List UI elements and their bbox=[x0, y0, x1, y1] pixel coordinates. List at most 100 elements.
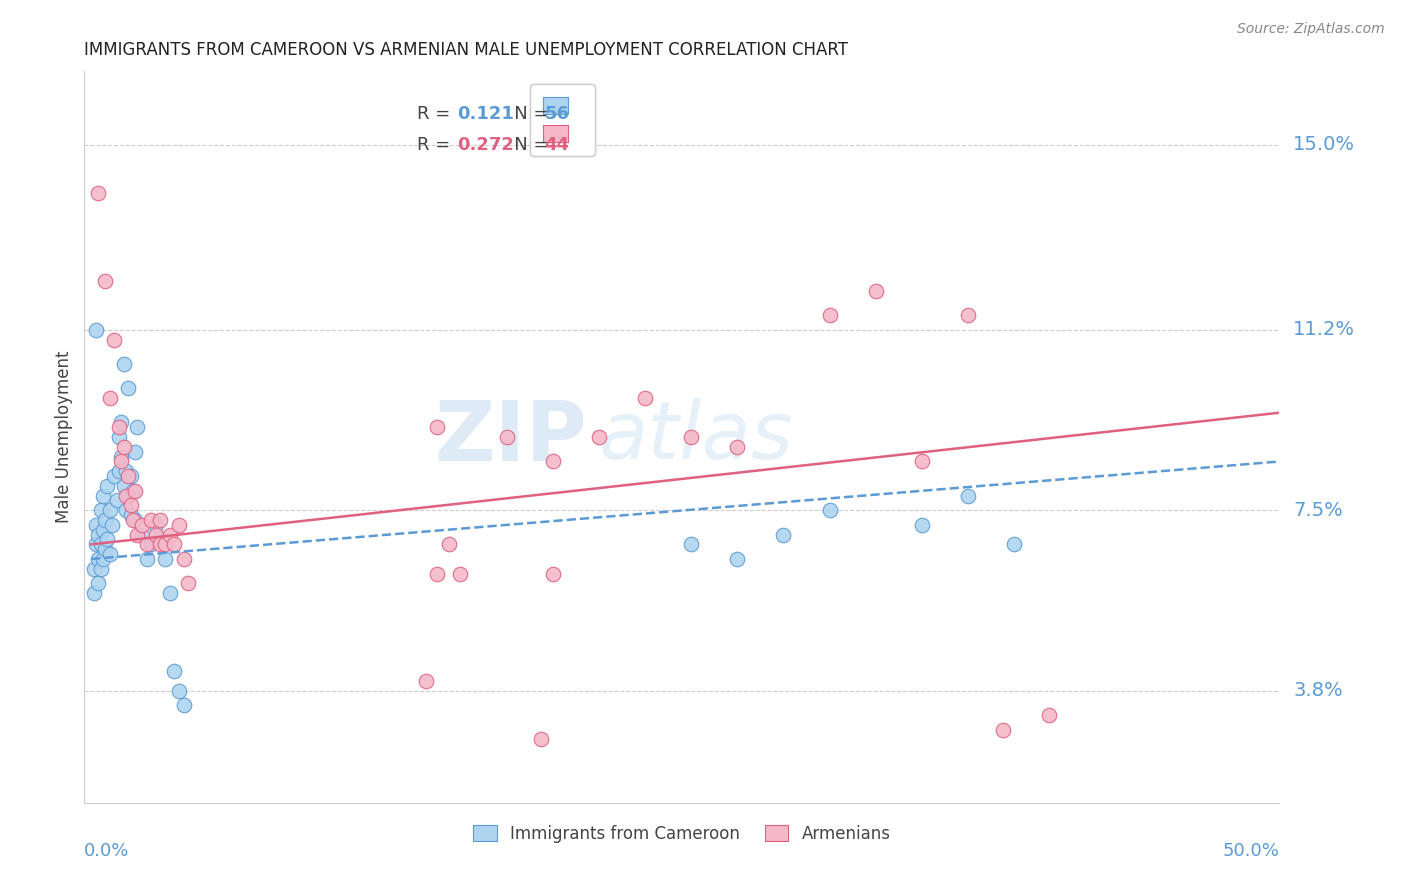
Point bbox=[96, 533, 118, 547]
Y-axis label: Male Unemployment: Male Unemployment bbox=[55, 351, 73, 524]
Point bbox=[117, 489, 139, 503]
Point bbox=[426, 420, 449, 434]
Point bbox=[84, 323, 107, 337]
Point bbox=[127, 420, 149, 434]
Point bbox=[84, 517, 107, 532]
Point bbox=[112, 440, 135, 454]
Point bbox=[135, 537, 157, 551]
Point bbox=[117, 469, 139, 483]
Point bbox=[115, 489, 138, 503]
Point bbox=[89, 503, 111, 517]
Text: 50.0%: 50.0% bbox=[1223, 842, 1279, 860]
Point bbox=[121, 513, 143, 527]
Text: 0.272: 0.272 bbox=[457, 136, 515, 153]
Point bbox=[163, 664, 186, 678]
Point bbox=[120, 499, 142, 513]
Point bbox=[991, 723, 1014, 737]
Point bbox=[108, 420, 131, 434]
Point bbox=[772, 527, 794, 541]
Point bbox=[159, 527, 181, 541]
Text: R =: R = bbox=[416, 104, 461, 123]
Point bbox=[103, 333, 125, 347]
Text: N =: N = bbox=[496, 136, 554, 153]
Point bbox=[124, 483, 146, 498]
Point bbox=[149, 533, 172, 547]
Point bbox=[89, 537, 111, 551]
Point bbox=[818, 308, 841, 322]
Point bbox=[89, 562, 111, 576]
Point bbox=[91, 489, 114, 503]
Point bbox=[83, 562, 105, 576]
Point bbox=[87, 527, 110, 541]
Point bbox=[127, 527, 149, 541]
Point bbox=[124, 513, 146, 527]
Point bbox=[87, 186, 110, 201]
Point bbox=[173, 552, 195, 566]
Text: 11.2%: 11.2% bbox=[1294, 320, 1355, 339]
Point bbox=[415, 673, 437, 688]
Point bbox=[108, 464, 131, 478]
Point bbox=[681, 537, 703, 551]
Point bbox=[121, 483, 143, 498]
Point bbox=[167, 683, 190, 698]
Point bbox=[83, 586, 105, 600]
Point bbox=[149, 513, 172, 527]
Point bbox=[541, 454, 564, 468]
Point bbox=[103, 469, 125, 483]
Point bbox=[911, 454, 934, 468]
Point bbox=[911, 517, 934, 532]
Text: 15.0%: 15.0% bbox=[1294, 135, 1355, 154]
Point bbox=[449, 566, 471, 581]
Point bbox=[1002, 537, 1025, 551]
Point bbox=[108, 430, 131, 444]
Point bbox=[159, 586, 181, 600]
Point bbox=[117, 381, 139, 395]
Point bbox=[110, 416, 132, 430]
Point bbox=[98, 503, 121, 517]
Point bbox=[120, 508, 142, 522]
Point bbox=[94, 513, 117, 527]
Text: 44: 44 bbox=[544, 136, 569, 153]
Point bbox=[84, 537, 107, 551]
Point bbox=[87, 576, 110, 591]
Text: 7.5%: 7.5% bbox=[1294, 500, 1343, 520]
Point bbox=[115, 464, 138, 478]
Text: 56: 56 bbox=[544, 104, 569, 123]
Point bbox=[91, 552, 114, 566]
Point bbox=[145, 517, 167, 532]
Point bbox=[105, 493, 128, 508]
Point bbox=[725, 552, 748, 566]
Point bbox=[426, 566, 449, 581]
Point bbox=[167, 517, 190, 532]
Point bbox=[956, 308, 979, 322]
Text: ZIP: ZIP bbox=[434, 397, 586, 477]
Point bbox=[153, 537, 176, 551]
Point bbox=[115, 503, 138, 517]
Point bbox=[110, 454, 132, 468]
Point bbox=[112, 479, 135, 493]
Point bbox=[725, 440, 748, 454]
Point bbox=[145, 527, 167, 541]
Text: N =: N = bbox=[496, 104, 554, 123]
Point bbox=[163, 537, 186, 551]
Point bbox=[530, 732, 553, 747]
Point bbox=[112, 357, 135, 371]
Point bbox=[818, 503, 841, 517]
Point bbox=[495, 430, 517, 444]
Point bbox=[135, 552, 157, 566]
Point bbox=[98, 391, 121, 405]
Text: 0.0%: 0.0% bbox=[84, 842, 129, 860]
Point bbox=[87, 552, 110, 566]
Point bbox=[91, 523, 114, 537]
Point bbox=[865, 284, 887, 298]
Point bbox=[131, 517, 153, 532]
Point bbox=[94, 274, 117, 288]
Point bbox=[141, 537, 163, 551]
Point bbox=[541, 566, 564, 581]
Point bbox=[173, 698, 195, 713]
Legend: Immigrants from Cameroon, Armenians: Immigrants from Cameroon, Armenians bbox=[467, 818, 897, 849]
Point bbox=[177, 576, 200, 591]
Point bbox=[437, 537, 460, 551]
Point bbox=[956, 489, 979, 503]
Point bbox=[681, 430, 703, 444]
